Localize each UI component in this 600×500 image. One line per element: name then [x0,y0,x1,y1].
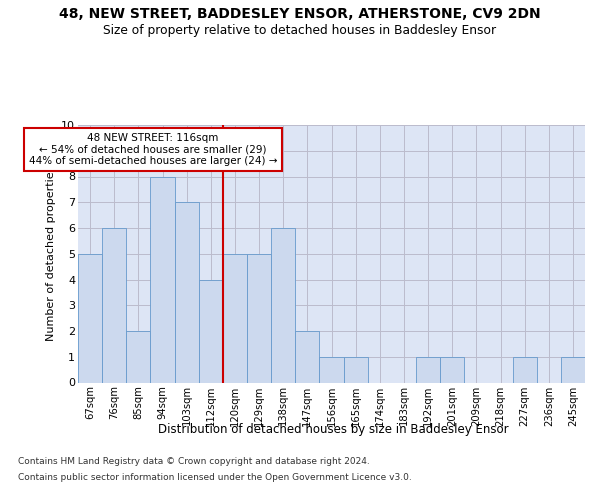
Bar [126,331,151,382]
Bar [512,357,537,382]
Y-axis label: Number of detached properties: Number of detached properties [46,166,56,342]
Bar [102,228,126,382]
Text: Size of property relative to detached houses in Baddesley Ensor: Size of property relative to detached ho… [103,24,497,37]
Text: Distribution of detached houses by size in Baddesley Ensor: Distribution of detached houses by size … [158,422,508,436]
Bar [319,357,344,382]
Bar [561,357,585,382]
Bar [199,280,223,382]
Bar [78,254,102,382]
Bar [440,357,464,382]
Bar [416,357,440,382]
Bar [271,228,295,382]
Text: Contains public sector information licensed under the Open Government Licence v3: Contains public sector information licen… [18,472,412,482]
Text: 48, NEW STREET, BADDESLEY ENSOR, ATHERSTONE, CV9 2DN: 48, NEW STREET, BADDESLEY ENSOR, ATHERST… [59,8,541,22]
Bar [175,202,199,382]
Bar [151,176,175,382]
Text: 48 NEW STREET: 116sqm
← 54% of detached houses are smaller (29)
44% of semi-deta: 48 NEW STREET: 116sqm ← 54% of detached … [29,132,277,166]
Bar [247,254,271,382]
Bar [295,331,319,382]
Bar [344,357,368,382]
Bar [223,254,247,382]
Text: Contains HM Land Registry data © Crown copyright and database right 2024.: Contains HM Land Registry data © Crown c… [18,458,370,466]
